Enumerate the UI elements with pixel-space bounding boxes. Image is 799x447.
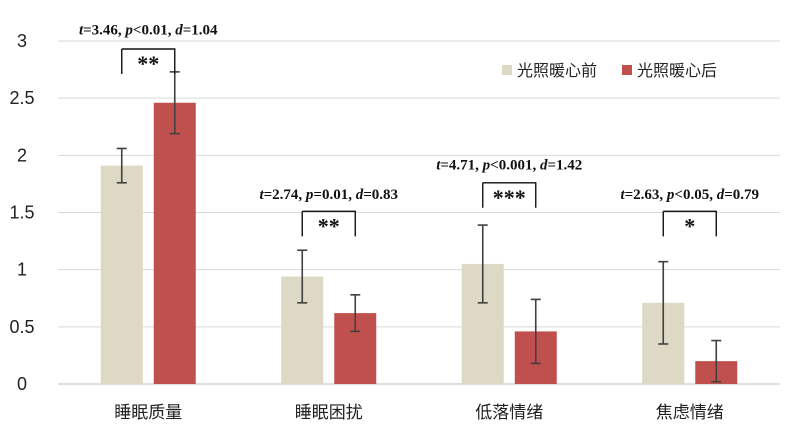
stat-annotation: t=2.74, p=0.01, d=0.83 bbox=[259, 187, 398, 203]
category-label: 睡眠困扰 bbox=[295, 403, 363, 423]
error-bars bbox=[116, 71, 722, 383]
significance-annotations: ** t=3.46, p<0.01, d=1.04 ** t=2.74, p=0.01… bbox=[79, 23, 759, 239]
legend: 光照暖心前 光照暖心后 bbox=[502, 61, 717, 80]
legend-swatch bbox=[502, 65, 512, 75]
y-tick-label: 1 bbox=[17, 260, 27, 280]
stat-annotation: t=4.71, p<0.001, d=1.42 bbox=[436, 157, 582, 173]
significance-stars: ** bbox=[137, 51, 159, 76]
significance-bracket bbox=[662, 210, 717, 237]
bar bbox=[153, 102, 196, 385]
significance-bracket bbox=[121, 48, 176, 75]
y-tick-label: 2.5 bbox=[9, 88, 34, 108]
significance-stars: *** bbox=[493, 185, 526, 210]
category-label: 睡眠质量 bbox=[114, 403, 182, 423]
y-tick-label: 1.5 bbox=[9, 203, 34, 223]
y-tick-label: 2 bbox=[17, 145, 27, 165]
category-label: 焦虑情绪 bbox=[656, 403, 724, 423]
bars bbox=[100, 102, 738, 385]
y-tick-label: 0.5 bbox=[9, 317, 34, 337]
y-tick-label: 0 bbox=[17, 374, 27, 394]
y-axis-tick-labels: 0 0.5 1 1.5 2 2.5 3 bbox=[9, 31, 34, 394]
significance-stars: ** bbox=[318, 213, 340, 238]
category-label: 低落情绪 bbox=[475, 403, 543, 423]
stat-annotation: t=2.63, p<0.05, d=0.79 bbox=[620, 187, 759, 203]
legend-swatch bbox=[622, 65, 632, 75]
category-labels: 睡眠质量 睡眠困扰 低落情绪 焦虑情绪 bbox=[114, 403, 724, 423]
significance-bracket bbox=[482, 182, 537, 208]
y-tick-label: 3 bbox=[17, 31, 27, 51]
significance-stars: * bbox=[684, 213, 695, 238]
legend-label: 光照暖心前 bbox=[517, 61, 597, 80]
bar bbox=[100, 165, 143, 384]
significance-bracket bbox=[301, 210, 356, 237]
legend-label: 光照暖心后 bbox=[637, 61, 717, 80]
stat-annotation: t=3.46, p<0.01, d=1.04 bbox=[79, 23, 218, 39]
